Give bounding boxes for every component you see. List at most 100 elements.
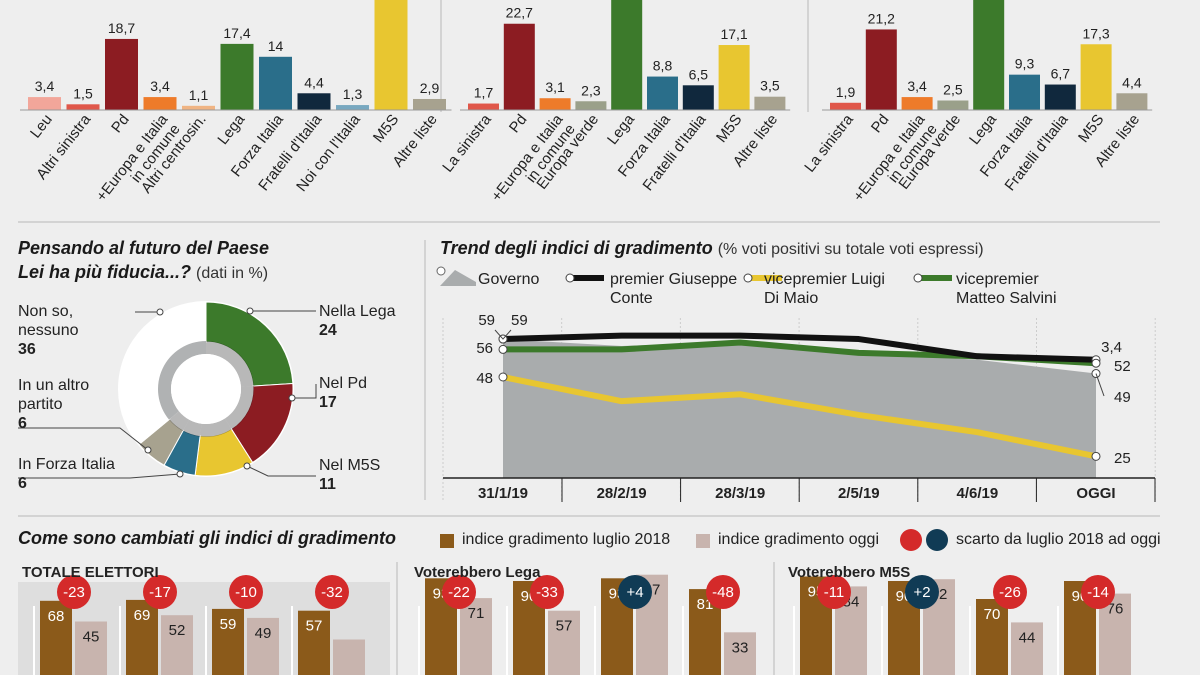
- legend-dimaio-dot: [743, 273, 753, 283]
- vote-bar-value: 3,4: [150, 78, 170, 94]
- oggi-value: 71: [468, 605, 485, 622]
- donut-leader-dot: [288, 394, 296, 402]
- donut-inner-ring: [158, 341, 206, 420]
- delta-value: -17: [149, 584, 171, 601]
- delta-value: -33: [536, 584, 558, 601]
- oggi-bar: [724, 632, 756, 675]
- vote-bar-value: 1,1: [189, 87, 209, 103]
- vote-bar-value: 17,4: [223, 25, 250, 41]
- vote-bar: [297, 93, 331, 110]
- trend-end-label: 25: [1114, 450, 1131, 467]
- delta-value: -10: [235, 584, 257, 601]
- vote-bar: [1009, 74, 1040, 110]
- legend-oggi: indice gradimento oggi: [718, 531, 879, 548]
- vote-bar-value: 1,3: [343, 86, 363, 102]
- delta-circle: [229, 575, 263, 609]
- vote-bar-value: 1,7: [474, 85, 494, 101]
- donut-title-note: (dati in %): [196, 265, 269, 282]
- oggi-bar: [548, 610, 580, 675]
- donut-label-value: 11: [319, 476, 336, 493]
- donut-title-line1: Pensando al futuro del Paese: [18, 238, 270, 258]
- vote-bar: [611, 0, 643, 110]
- vote-bar-value: 2,3: [581, 82, 601, 98]
- donut-title-question: Lei ha più fiducia...?: [18, 262, 192, 282]
- donut-label-value: 6: [18, 475, 27, 492]
- oggi-value: 76: [1107, 601, 1124, 618]
- vote-bar: [901, 97, 933, 110]
- vote-bar-value: 4,4: [304, 74, 324, 90]
- delta-circle: [817, 575, 851, 609]
- july-bar: [212, 608, 244, 675]
- trend-start-label: 48: [476, 370, 493, 387]
- trend-title-text: Trend degli indici di gradimento: [440, 238, 713, 258]
- donut-leader-dot: [246, 307, 254, 315]
- vote-bar-value: 17,1: [720, 26, 747, 42]
- donut-label-value: 17: [319, 394, 337, 411]
- trend-start-dot: [498, 372, 508, 382]
- vote-bar: [718, 45, 750, 110]
- legend-july-swatch: [440, 534, 454, 548]
- vote-bar: [1116, 93, 1148, 110]
- vote-bar: [259, 56, 292, 110]
- trend-end-label: 49: [1114, 389, 1131, 406]
- july-value: 57: [306, 618, 323, 635]
- donut-label-value: 6: [18, 415, 27, 432]
- vote-bar-value: 3,1: [545, 79, 565, 95]
- delta-value: -22: [448, 584, 470, 601]
- trend-line-conte: [502, 332, 1097, 363]
- donut-inner-ring: [224, 385, 255, 430]
- vote-bar: [754, 96, 786, 110]
- legend-salvini-dot: [913, 273, 923, 283]
- donut-label-lega: Nella Lega 24: [319, 302, 396, 340]
- vote-bar: [182, 105, 215, 110]
- donut-leader-dot: [144, 446, 152, 454]
- delta-value: -32: [321, 584, 343, 601]
- legend-july: indice gradimento luglio 2018: [462, 531, 671, 548]
- trend-date-label: 31/1/19: [478, 485, 528, 502]
- governo-area: [503, 339, 1096, 478]
- donut-label-pd: Nel Pd 17: [319, 374, 367, 412]
- trend-date-label: OGGI: [1076, 485, 1115, 502]
- donut-inner-ring: [169, 411, 190, 432]
- vote-bar-value: 14: [268, 38, 284, 54]
- vote-bar-value: 6,5: [689, 66, 709, 82]
- legend-conte: premier Giuseppe Conte: [610, 271, 738, 307]
- vote-bar: [937, 100, 969, 110]
- vote-bar-value: 8,8: [653, 58, 673, 74]
- legend-governo-icon: [440, 270, 476, 286]
- trend-date-label: 2/5/19: [838, 485, 880, 502]
- donut-label-text: In Forza Italia: [18, 456, 115, 473]
- vote-bar: [66, 104, 100, 110]
- legend-pos-circle: [926, 529, 948, 551]
- donut-label-fi: In Forza Italia 6: [18, 455, 115, 493]
- delta-value: -11: [824, 584, 845, 601]
- bottom-title: Come sono cambiati gli indici di gradime…: [18, 528, 397, 548]
- vote-bar: [503, 23, 535, 111]
- trend-end-dot: [1091, 358, 1101, 368]
- july-bar: [126, 599, 158, 675]
- legend-governo: Governo: [478, 271, 540, 288]
- oggi-bar: [333, 639, 365, 675]
- july-bar: [976, 599, 1008, 675]
- donut-label-text: Non so, nessuno: [18, 303, 79, 339]
- delta-circle: [315, 575, 349, 609]
- trend-date-label: 28/2/19: [597, 485, 647, 502]
- group-title-totale: TOTALE ELETTORI: [22, 564, 159, 581]
- donut-label-text: Nel M5S: [319, 457, 381, 474]
- donut-label-m5s: Nel M5S 11: [319, 456, 380, 494]
- vote-bar: [1044, 84, 1076, 110]
- delta-value: -26: [999, 584, 1021, 601]
- july-value: 59: [220, 616, 237, 633]
- trend-end-leader: [1095, 373, 1105, 397]
- vote-bar: [374, 0, 408, 111]
- july-value: 70: [984, 606, 1001, 623]
- donut-label-value: 24: [319, 322, 337, 339]
- legend-conte-dot: [565, 273, 575, 283]
- vote-bar-value: 22,7: [506, 5, 533, 21]
- vote-bar-value: 17,3: [1082, 25, 1109, 41]
- vote-bar: [468, 103, 499, 110]
- oggi-value: 45: [83, 629, 100, 646]
- donut-inner-ring: [206, 341, 254, 387]
- donut-leader-line: [246, 465, 316, 477]
